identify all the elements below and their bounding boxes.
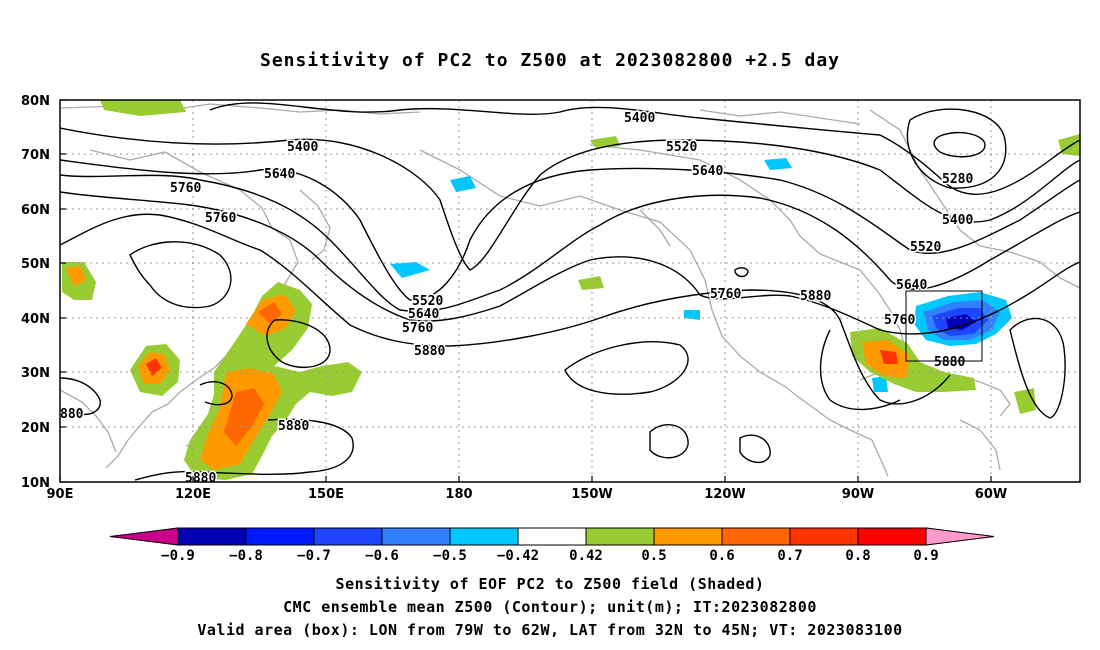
lat-tick-label: 20N	[21, 421, 50, 436]
lon-axis: 90E 120E 150E 180 150W 120W 90W 60W	[47, 487, 1008, 502]
contour-label: 5640	[692, 164, 723, 179]
lat-tick-label: 50N	[21, 257, 50, 272]
contour-label: 5520	[412, 294, 443, 309]
lon-tick-label: 150E	[308, 487, 344, 502]
map-frame	[59, 99, 1081, 483]
lat-axis: 80N 70N 60N 50N 40N 30N 20N 10N	[21, 94, 50, 491]
contour-label: 5880	[934, 355, 965, 370]
colorbar-label: 0.8	[845, 548, 870, 564]
colorbar-swatch	[381, 527, 451, 546]
colorbar-swatch	[721, 527, 791, 546]
lon-tick-label: 90E	[47, 487, 74, 502]
contour-label: 5520	[910, 240, 941, 255]
z500-contours	[60, 102, 1080, 481]
contour-label: 5640	[896, 278, 927, 293]
figure-title: Sensitivity of PC2 to Z500 at 2023082800…	[259, 50, 840, 71]
contour-label: 5400	[287, 140, 318, 155]
colorbar-low-triangle	[109, 527, 179, 546]
colorbar-label: 0.6	[709, 548, 734, 564]
contour-label: 5280	[942, 172, 973, 187]
colorbar-label: −0.5	[433, 548, 467, 564]
contour-label: 5880	[185, 471, 216, 486]
lat-tick-label: 10N	[21, 476, 50, 491]
colorbar-swatch	[517, 527, 587, 546]
caption-line-3: Valid area (box): LON from 79W to 62W, L…	[197, 621, 903, 639]
lon-tick-label: 120W	[704, 487, 745, 502]
lon-tick-label: 90W	[842, 487, 874, 502]
colorbar-swatch	[585, 527, 655, 546]
colorbar-label: 0.9	[913, 548, 938, 564]
lon-tick-label: 120E	[175, 487, 211, 502]
caption-line-2: CMC ensemble mean Z500 (Contour); unit(m…	[283, 598, 817, 616]
contour-label: 5760	[402, 321, 433, 336]
colorbar-swatch	[177, 527, 247, 546]
lon-tick-label: 150W	[571, 487, 612, 502]
contour-label: 5400	[624, 111, 655, 126]
colorbar: −0.9 −0.8 −0.7 −0.6 −0.5 −0.42 0.42 0.5 0.6 0.7 0.…	[109, 527, 995, 564]
contour-label: 5760	[710, 287, 741, 302]
contour-labels: 5400 5400 5520 5640 5640 5760 5760 5280 …	[60, 110, 975, 486]
colorbar-swatch	[449, 527, 519, 546]
colorbar-label: −0.6	[365, 548, 399, 564]
colorbar-swatch	[789, 527, 859, 546]
lon-tick-label: 60W	[975, 487, 1007, 502]
colorbar-label: −0.42	[497, 548, 539, 564]
colorbar-high-triangle	[925, 527, 995, 546]
contour-label: 5880	[414, 344, 445, 359]
lat-tick-label: 30N	[21, 366, 50, 381]
lat-tick-label: 60N	[21, 203, 50, 218]
contour-label: 5520	[666, 140, 697, 155]
lat-tick-label: 70N	[21, 148, 50, 163]
lat-tick-label: 80N	[21, 94, 50, 109]
colorbar-label: −0.7	[297, 548, 331, 564]
colorbar-label: −0.9	[161, 548, 195, 564]
colorbar-swatch	[857, 527, 927, 546]
lat-tick-label: 40N	[21, 312, 50, 327]
contour-label: 880	[60, 407, 84, 422]
contour-label: 5760	[884, 313, 915, 328]
valid-area-box	[905, 290, 983, 362]
colorbar-label: 0.5	[641, 548, 666, 564]
colorbar-label: 0.7	[777, 548, 802, 564]
contour-label: 5880	[278, 419, 309, 434]
contour-label: 5760	[205, 211, 236, 226]
contour-label: 5760	[170, 181, 201, 196]
lon-tick-label: 180	[445, 487, 472, 502]
colorbar-label: 0.42	[569, 548, 603, 564]
contour-label: 5400	[942, 213, 973, 228]
caption-line-1: Sensitivity of EOF PC2 to Z500 field (Sh…	[335, 575, 765, 593]
colorbar-label: −0.8	[229, 548, 263, 564]
colorbar-swatch	[313, 527, 383, 546]
colorbar-swatch	[653, 527, 723, 546]
colorbar-swatch	[245, 527, 315, 546]
contour-label: 5640	[408, 307, 439, 322]
graticule	[60, 100, 1080, 482]
contour-label: 5880	[800, 289, 831, 304]
contour-label: 5640	[264, 167, 295, 182]
